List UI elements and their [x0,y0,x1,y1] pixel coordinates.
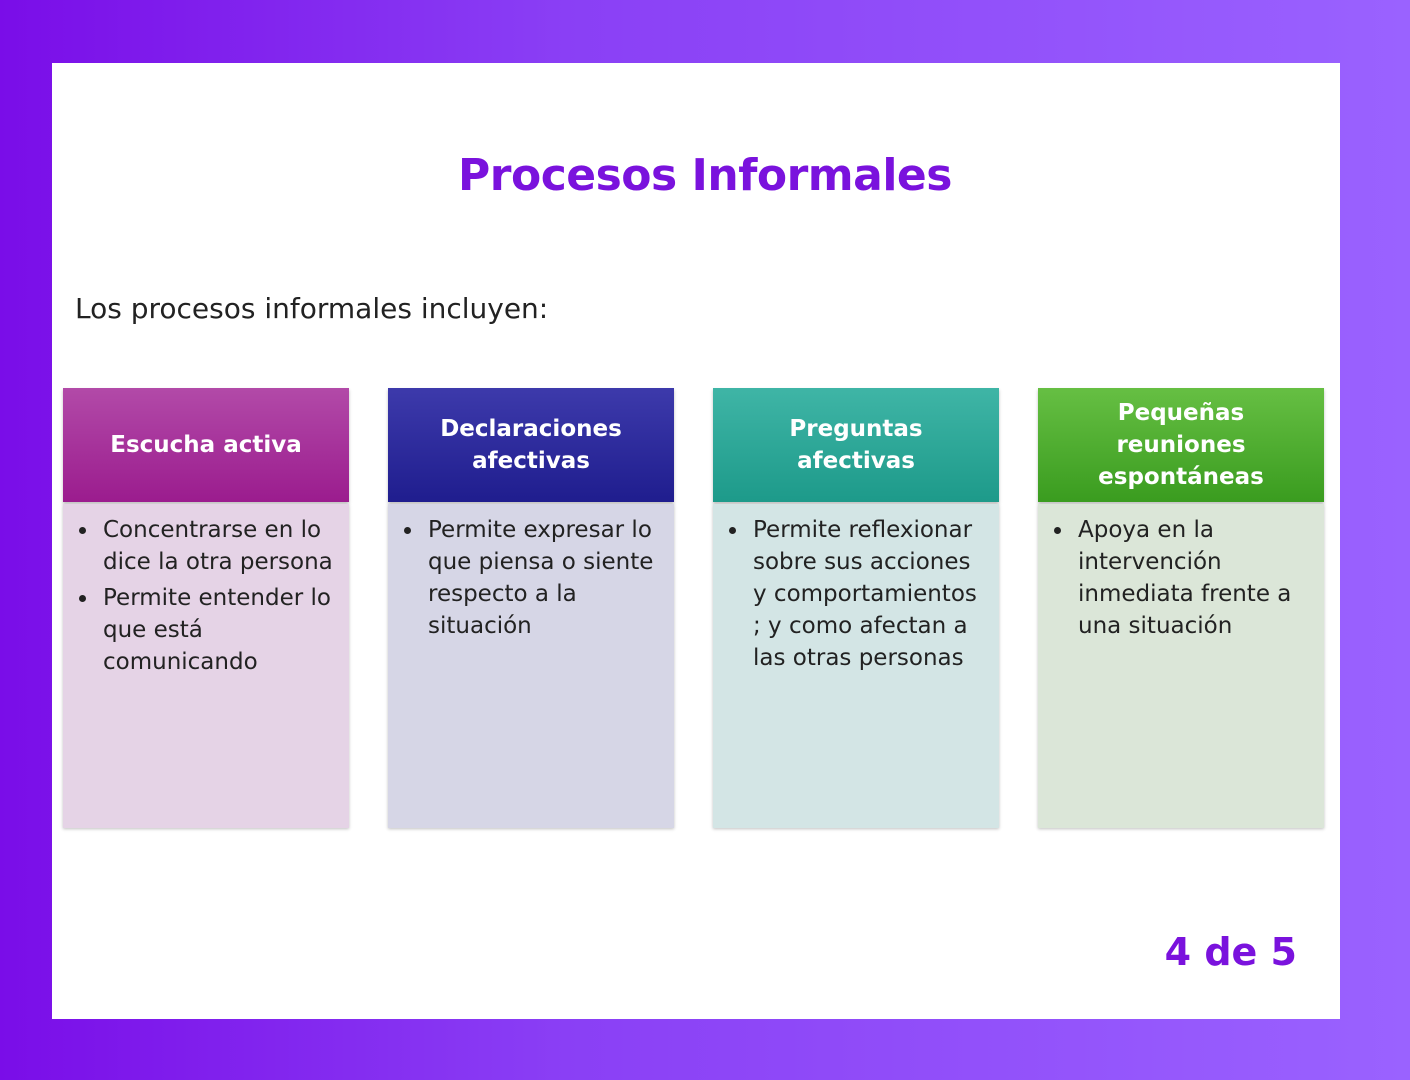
intro-text: Los procesos informales incluyen: [75,292,549,325]
card-body: Apoya en la intervención inmediata frent… [1038,504,1324,828]
card-body: Permite reflexionar sobre sus acciones y… [713,504,999,828]
card-header: Preguntas afectivas [713,388,999,502]
page-indicator: 4 de 5 [1164,930,1297,974]
bullet-item: Permite reflexionar sobre sus acciones y… [729,514,987,674]
card-escucha-activa: Escucha activa Concentrarse en lo dice l… [63,388,349,828]
page-title: Procesos Informales [458,150,952,201]
card-body: Concentrarse en lo dice la otra persona … [63,504,349,828]
bullet-item: Permite expresar lo que piensa o siente … [404,514,662,642]
card-preguntas-afectivas: Preguntas afectivas Permite reflexionar … [713,388,999,828]
card-header: Declaraciones afectivas [388,388,674,502]
card-header: Escucha activa [63,388,349,502]
card-body: Permite expresar lo que piensa o siente … [388,504,674,828]
bullet-item: Permite entender lo que está comunicando [79,582,337,678]
card-header: Pequeñas reuniones espontáneas [1038,388,1324,502]
card-pequenas-reuniones: Pequeñas reuniones espontáneas Apoya en … [1038,388,1324,828]
bullet-item: Concentrarse en lo dice la otra persona [79,514,337,578]
bullet-item: Apoya en la intervención inmediata frent… [1054,514,1312,642]
card-declaraciones-afectivas: Declaraciones afectivas Permite expresar… [388,388,674,828]
